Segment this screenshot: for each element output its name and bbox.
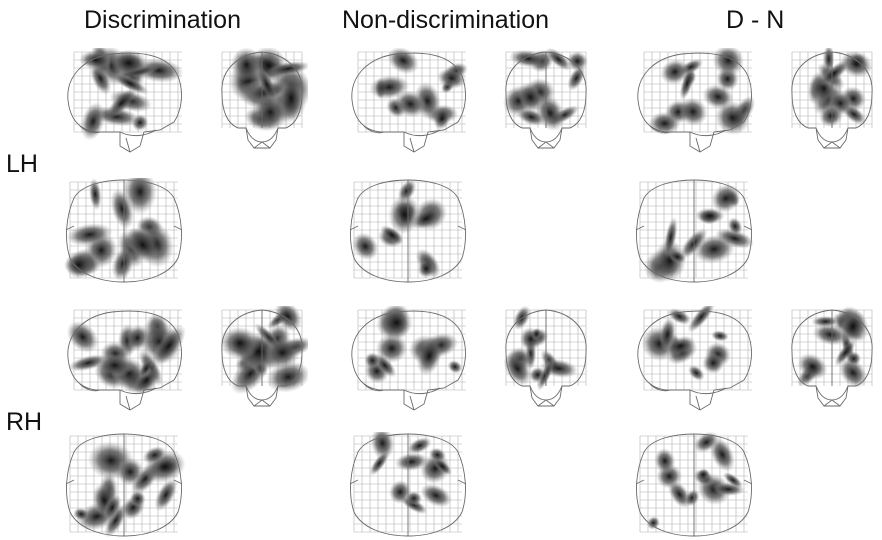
glass-brain-lh-d-minus-n-coronal bbox=[791, 48, 873, 149]
glass-brain-rh-d-minus-n-coronal bbox=[791, 306, 873, 407]
glass-brain-rh-d-minus-n-axial bbox=[635, 432, 753, 537]
glass-brain-lh-discrimination-sagittal bbox=[67, 48, 184, 153]
glass-brain-rh-non-discrimination-sagittal bbox=[351, 306, 466, 411]
glass-brain-rh-discrimination-sagittal bbox=[66, 309, 186, 411]
glass-brain-rh-non-discrimination-axial bbox=[349, 432, 467, 537]
column-title-discrimination: Discrimination bbox=[84, 6, 241, 34]
column-title-d-minus-n: D - N bbox=[726, 6, 785, 34]
row-label-lh: LH bbox=[6, 150, 38, 178]
glass-brain-rh-d-minus-n-sagittal bbox=[637, 306, 752, 411]
glass-brain-lh-non-discrimination-axial bbox=[349, 179, 467, 283]
glass-brain-lh-discrimination-axial bbox=[63, 178, 183, 283]
column-title-non-discrimination: Non-discrimination bbox=[342, 6, 550, 34]
glass-brain-lh-non-discrimination-sagittal bbox=[351, 48, 468, 153]
glass-brain-lh-d-minus-n-sagittal bbox=[637, 48, 756, 153]
glass-brain-lh-non-discrimination-coronal bbox=[502, 48, 588, 149]
glass-brain-rh-discrimination-axial bbox=[65, 433, 186, 538]
glass-brain-lh-d-minus-n-axial bbox=[635, 179, 755, 283]
glass-brain-lh-discrimination-coronal bbox=[221, 48, 308, 149]
row-label-rh: RH bbox=[6, 408, 43, 436]
glass-brain-rh-discrimination-coronal bbox=[220, 306, 308, 407]
glass-brain-rh-non-discrimination-coronal bbox=[503, 306, 587, 407]
